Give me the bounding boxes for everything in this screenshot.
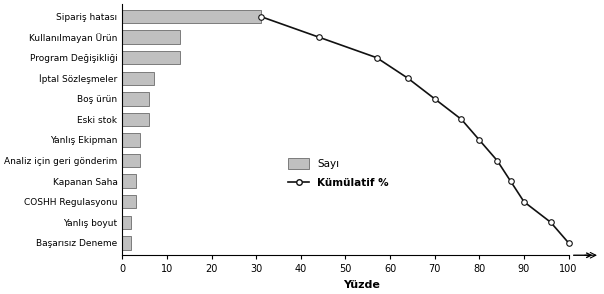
Bar — [122, 92, 149, 106]
Bar — [122, 216, 131, 229]
Bar — [122, 174, 136, 188]
Bar — [122, 51, 181, 64]
Legend: Sayı, Kümülatif %: Sayı, Kümülatif % — [285, 155, 392, 191]
Bar — [122, 30, 181, 44]
X-axis label: Yüzde: Yüzde — [342, 280, 379, 290]
Bar — [122, 154, 140, 167]
Bar — [122, 71, 153, 85]
Bar — [122, 133, 140, 147]
Bar — [122, 236, 131, 250]
Bar — [122, 195, 136, 208]
Bar — [122, 113, 149, 126]
Bar — [122, 10, 261, 23]
